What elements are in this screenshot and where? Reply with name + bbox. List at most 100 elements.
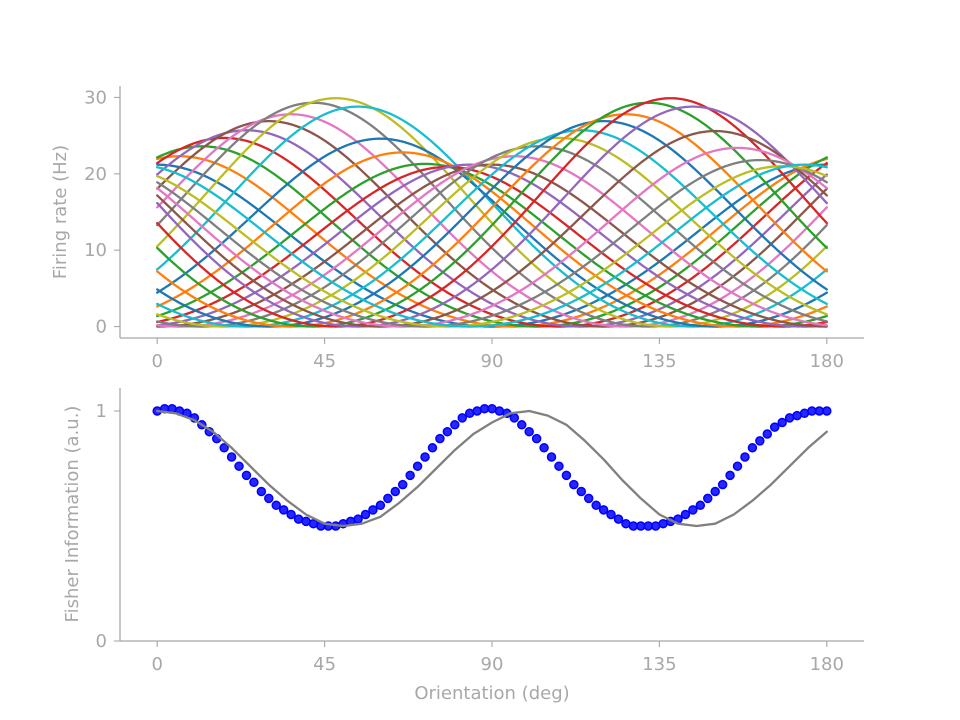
fisher-x-tick-label: 90 — [481, 654, 504, 675]
fisher-data-point — [598, 505, 609, 515]
tuning-curve-series — [156, 101, 828, 328]
fisher-x-tick-label: 45 — [313, 654, 336, 675]
fisher-data-point — [427, 443, 438, 453]
fisher-data-point — [591, 500, 601, 511]
fisher-data-point — [762, 429, 773, 439]
fisher-data-point — [450, 420, 460, 430]
fisher-x-tick-label: 135 — [642, 654, 676, 675]
firing-rate-panel: 0 45 90 135 180 0 10 20 30 Firing rate (Hz) — [50, 86, 864, 372]
fisher-ticks: 0 45 90 135 180 0 1 — [96, 401, 844, 675]
fisher-data-point — [755, 436, 765, 446]
fisher-data-point — [271, 500, 281, 511]
fisher-data-point — [517, 420, 527, 430]
fisher-data-point — [725, 470, 735, 481]
fisher-data-point — [732, 461, 743, 471]
fisher-data-point — [695, 500, 706, 511]
fisher-data-point — [278, 505, 289, 515]
firing-rate-y-tick-label: 20 — [84, 164, 107, 185]
orientation-x-label: Orientation (deg) — [414, 683, 569, 704]
fisher-data-point — [226, 452, 237, 462]
fisher-data-point — [583, 493, 594, 504]
fisher-data-point — [249, 477, 259, 488]
firing-rate-x-tick-label: 180 — [810, 351, 844, 372]
fisher-data-point — [703, 493, 713, 504]
tuning-curve-series — [156, 119, 828, 328]
fisher-data-point — [688, 505, 698, 515]
fisher-data-point — [457, 413, 467, 423]
fisher-data-point — [383, 493, 393, 504]
fisher-data-point — [412, 461, 423, 471]
fisher-data-point — [554, 461, 564, 471]
fisher-data-point — [509, 413, 520, 423]
tuning-curve-series — [156, 97, 828, 328]
fisher-data-point — [368, 505, 378, 515]
fisher-data-point — [375, 500, 386, 511]
tuning-curve-series — [156, 129, 828, 328]
fisher-data-point — [531, 433, 542, 444]
tuning-curve-series — [156, 165, 828, 328]
fisher-data-point — [710, 486, 720, 497]
tuning-curve-series — [156, 105, 828, 328]
fisher-y-tick-label: 0 — [96, 631, 107, 652]
tuning-curve-series — [156, 145, 828, 328]
firing-rate-y-tick-label: 0 — [96, 317, 107, 338]
fisher-y-label: Fisher Information (a.u.) — [62, 406, 83, 623]
tuning-curve-series — [156, 146, 828, 328]
tuning-curve-series — [156, 137, 828, 328]
fisher-x-tick-label: 180 — [810, 654, 844, 675]
tuning-curve-series — [156, 158, 828, 328]
firing-rate-x-tick-label: 0 — [151, 351, 162, 372]
tuning-curve-series — [156, 163, 828, 328]
fisher-theory-line — [156, 409, 828, 528]
fisher-y-tick-label: 1 — [96, 401, 107, 422]
fisher-data-point — [546, 452, 557, 462]
fisher-data-point — [219, 443, 229, 453]
fisher-data-point — [777, 417, 787, 428]
tuning-curves — [156, 97, 828, 328]
fisher-data-point — [353, 514, 363, 524]
tuning-curve-series — [156, 113, 828, 328]
fisher-data-point — [420, 452, 430, 462]
fisher-data-point — [740, 452, 750, 462]
fisher-data-point — [613, 514, 624, 524]
fisher-data-point — [524, 426, 534, 437]
fisher-data-point — [256, 486, 267, 497]
tuning-curve-series — [156, 101, 828, 328]
firing-rate-y-tick-label: 10 — [84, 240, 107, 261]
tuning-curve-series — [156, 155, 828, 328]
tuning-curve-series — [156, 151, 828, 328]
firing-rate-y-tick-label: 30 — [84, 87, 107, 108]
firing-rate-x-tick-label: 135 — [642, 351, 676, 372]
tuning-curve-series — [156, 129, 828, 328]
fisher-data-point — [680, 509, 691, 520]
fisher-data-point — [606, 509, 616, 520]
fisher-data-point — [442, 426, 453, 437]
fisher-data-point — [747, 443, 758, 453]
fisher-data-point — [397, 479, 408, 490]
fisher-data-point — [569, 479, 579, 490]
fisher-data-point — [286, 509, 296, 520]
tuning-curve-series — [156, 165, 828, 328]
tuning-curve-series — [156, 163, 828, 328]
firing-rate-x-tick-label: 45 — [313, 351, 336, 372]
firing-rate-y-label: Firing rate (Hz) — [50, 145, 71, 279]
tuning-curve-series — [156, 136, 828, 328]
fisher-data-point — [435, 433, 445, 444]
fisher-data-point — [405, 470, 415, 481]
fisher-data-point — [539, 443, 549, 453]
firing-rate-ticks: 0 45 90 135 180 0 10 20 30 — [84, 87, 844, 372]
fisher-data-point — [769, 422, 780, 432]
fisher-data-point — [576, 486, 587, 497]
fisher-data-point — [717, 479, 728, 490]
fisher-data-point — [264, 493, 274, 504]
fisher-x-tick-label: 0 — [151, 654, 162, 675]
fisher-data-point — [234, 461, 244, 471]
firing-rate-x-tick-label: 90 — [481, 351, 504, 372]
fisher-information-curves — [152, 403, 832, 531]
fisher-data-point — [360, 509, 371, 520]
fisher-data-point — [561, 470, 572, 481]
fisher-data-point — [390, 486, 401, 497]
tuning-curve-series — [156, 163, 828, 328]
